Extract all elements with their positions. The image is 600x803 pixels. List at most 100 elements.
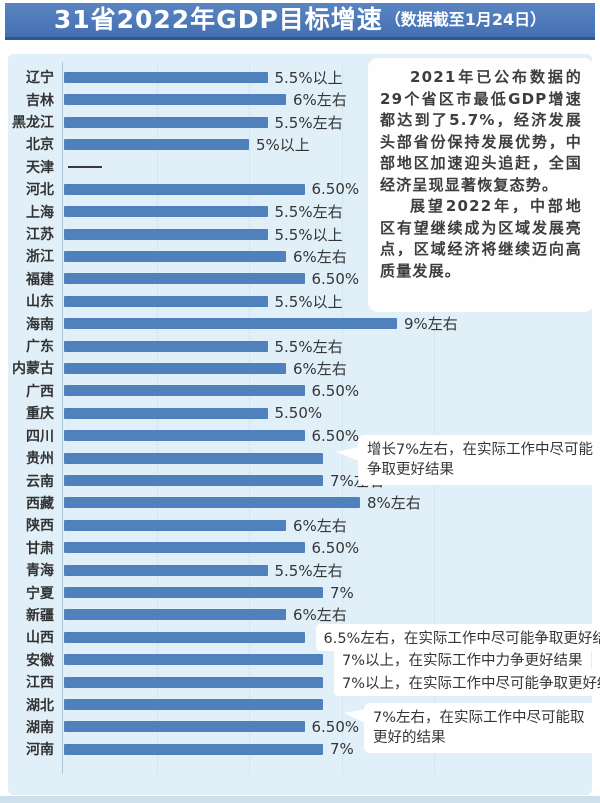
chart-row: 江苏 5.5%以上 xyxy=(8,223,592,245)
page-subtitle: （数据截至1月24日） xyxy=(384,10,547,29)
y-axis-line xyxy=(62,62,63,774)
bar xyxy=(64,138,249,150)
chart-row: 江西 7%以上，在实际工作中尽可能争取更好结果 xyxy=(8,668,600,696)
summary-paragraph-1: 2021年已公布数据的29个省区市最低GDP增速都达到了5.7%，经济发展头部省… xyxy=(380,68,582,194)
bar xyxy=(64,564,268,576)
value-label: 5.5%以上 xyxy=(274,68,343,87)
bar xyxy=(64,206,268,218)
province-label: 甘肃 xyxy=(26,540,54,557)
chart-row: 广东 5.5%左右 xyxy=(8,335,592,357)
bar xyxy=(64,699,323,711)
province-label: 天津 xyxy=(26,159,54,176)
value-label: 9%左右 xyxy=(404,315,458,334)
page-title: 31省2022年GDP目标增速 xyxy=(53,5,383,34)
chart-row: 天津 xyxy=(8,156,592,178)
chart-row: 宁夏 7% xyxy=(8,581,592,603)
province-label: 安徽 xyxy=(26,652,54,669)
value-label: 6%左右 xyxy=(293,359,347,378)
value-label: 6.50% xyxy=(311,269,360,288)
value-label: 6%左右 xyxy=(293,91,347,110)
chart-row: 河北 6.50% xyxy=(8,178,592,200)
province-label: 青海 xyxy=(26,563,54,580)
province-label: 福建 xyxy=(26,271,54,288)
chart-row: 西藏 8%左右 xyxy=(8,492,592,514)
bar xyxy=(64,609,286,621)
bar xyxy=(64,94,286,106)
bar xyxy=(64,228,268,240)
chart-row: 北京 5%以上 xyxy=(8,133,592,155)
bar xyxy=(64,519,286,531)
chart-row: 广西 6.50% xyxy=(8,380,592,402)
bar xyxy=(64,452,323,464)
gridline xyxy=(434,62,435,774)
value-label: 5.5%左右 xyxy=(274,561,343,580)
province-label: 宁夏 xyxy=(26,585,54,602)
province-label: 四川 xyxy=(26,428,54,445)
no-data-dash xyxy=(68,165,102,168)
bar xyxy=(64,116,268,128)
value-label: 7% xyxy=(330,740,354,759)
bar xyxy=(64,430,305,442)
bottom-strip xyxy=(0,796,600,803)
bar xyxy=(64,362,286,374)
bar xyxy=(64,676,323,688)
chart-row: 陕西 6%左右 xyxy=(8,514,592,536)
value-label: 6%左右 xyxy=(293,247,347,266)
summary-paragraph-2: 展望2022年，中部地区有望继续成为区域发展亮点，区域经济将继续迈向高质量发展。 xyxy=(380,197,582,280)
province-label: 辽宁 xyxy=(26,70,54,87)
callout-guizhou: 增长7%左右，在实际工作中尽可能争取更好结果 xyxy=(336,435,600,485)
province-label: 广西 xyxy=(26,383,54,400)
province-label: 吉林 xyxy=(26,92,54,109)
province-label: 云南 xyxy=(26,473,54,490)
chart-row: 山西 6.5%左右，在实际工作中尽可能争取更好结果 xyxy=(8,623,600,651)
chart-row: 福建 6.50% xyxy=(8,268,592,290)
bar xyxy=(64,407,268,419)
province-label: 新疆 xyxy=(26,607,54,624)
chart-row: 重庆 5.50% xyxy=(8,402,592,424)
chart-row: 海南 9%左右 xyxy=(8,312,592,334)
province-label: 上海 xyxy=(26,204,54,221)
value-label: 5.5%以上 xyxy=(274,225,343,244)
province-label: 广东 xyxy=(26,339,54,356)
chart-row: 黑龙江 5.5%左右 xyxy=(8,111,592,133)
province-label: 湖北 xyxy=(26,697,54,714)
value-label: 7% xyxy=(330,583,354,602)
summary-text-box: 2021年已公布数据的29个省区市最低GDP增速都达到了5.7%，经济发展头部省… xyxy=(368,58,594,312)
bar xyxy=(64,340,268,352)
chart-row: 新疆 6%左右 xyxy=(8,604,592,626)
bar xyxy=(64,250,286,262)
value-label: 5.5%左右 xyxy=(274,113,343,132)
value-label: 5.5%以上 xyxy=(274,292,343,311)
bar xyxy=(64,385,305,397)
chart-row: 浙江 6%左右 xyxy=(8,245,592,267)
province-label: 陕西 xyxy=(26,518,54,535)
chart-row: 四川 6.50% xyxy=(8,425,592,447)
chart-panel: 辽宁 5.5%以上 吉林 6%左右 黑龙江 5.5%左右 北京 5%以上 天津 河北 6.50% 上海… xyxy=(8,54,600,795)
bar xyxy=(64,183,305,195)
bar xyxy=(64,497,360,509)
province-label: 重庆 xyxy=(26,406,54,423)
value-label: 6.50% xyxy=(311,538,360,557)
bar xyxy=(64,273,305,285)
bar xyxy=(64,587,323,599)
province-label: 河北 xyxy=(26,182,54,199)
callout-guizhou-text: 增长7%左右，在实际工作中尽可能争取更好结果 xyxy=(367,442,594,478)
value-label: 6%左右 xyxy=(293,606,347,625)
chart-row: 安徽 7%以上，在实际工作中力争更好结果 xyxy=(8,646,592,674)
title-bar: 31省2022年GDP目标增速 （数据截至1月24日） xyxy=(5,3,595,40)
province-label: 黑龙江 xyxy=(12,115,54,132)
value-label: 5.5%左右 xyxy=(274,203,343,222)
chart-row: 青海 5.5%左右 xyxy=(8,559,592,581)
chart-row: 河南 7% xyxy=(8,738,592,760)
province-label: 内蒙古 xyxy=(12,361,54,378)
chart-row: 山东 5.5%以上 xyxy=(8,290,592,312)
province-label: 浙江 xyxy=(26,249,54,266)
bar-chart: 辽宁 5.5%以上 吉林 6%左右 黑龙江 5.5%左右 北京 5%以上 天津 河北 6.50% 上海… xyxy=(8,66,600,761)
bar xyxy=(64,71,268,83)
chart-row: 湖北 xyxy=(8,693,592,715)
value-label: 6.50% xyxy=(311,180,360,199)
province-label: 江西 xyxy=(26,675,54,692)
value-label: 5.5%左右 xyxy=(274,337,343,356)
province-label: 湖南 xyxy=(26,719,54,736)
chart-row: 吉林 6%左右 xyxy=(8,88,592,110)
